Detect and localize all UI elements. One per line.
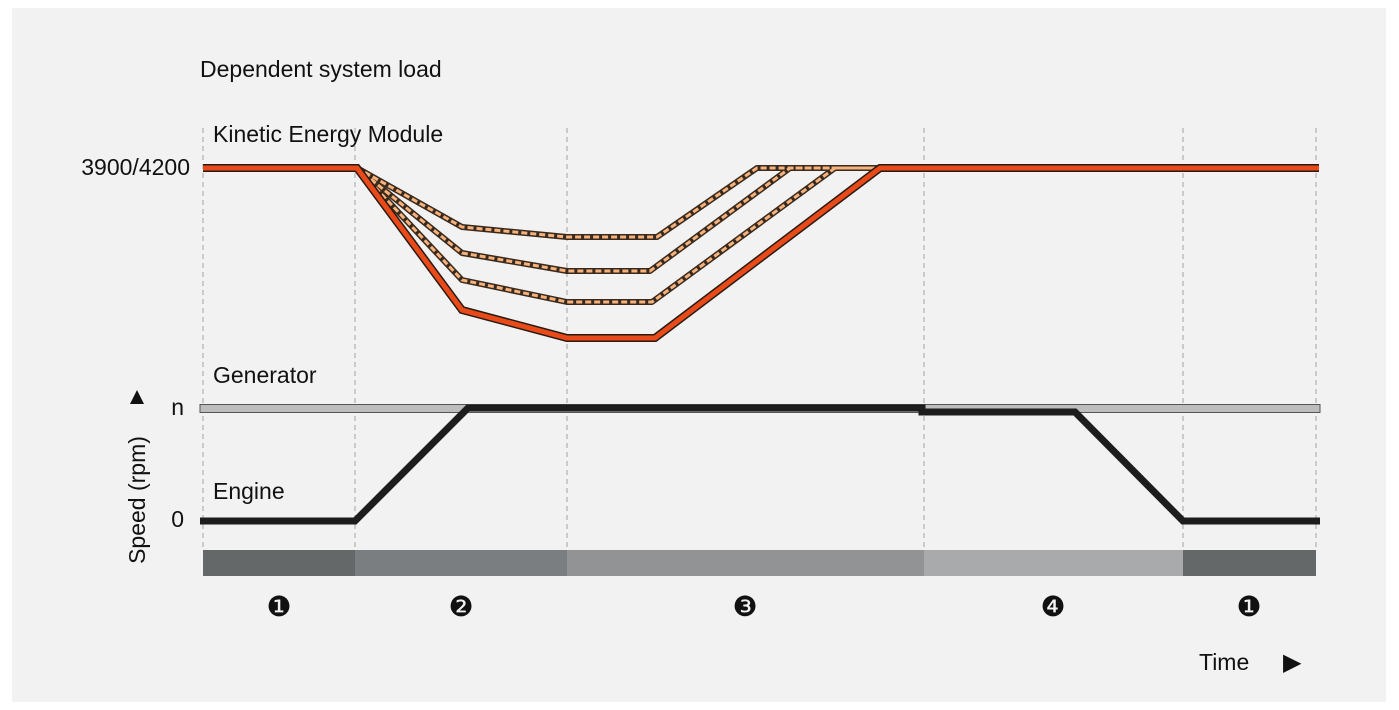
- engine-label: Engine: [213, 478, 285, 504]
- phase-segment: [355, 550, 567, 576]
- kem-main-curve: [203, 164, 1319, 342]
- phase-number-1-repeat: ❶: [1236, 590, 1261, 623]
- phase-numbers: ❶ ❷ ❸ ❹ ❶: [266, 590, 1261, 623]
- diagram-title: Dependent system load: [200, 56, 442, 82]
- phase-segment: [203, 550, 355, 576]
- phase-segment: [924, 550, 1183, 576]
- kinetic-energy-module-label: Kinetic Energy Module: [213, 121, 443, 147]
- phase-number-3: ❸: [732, 590, 757, 623]
- y-axis-label: Speed (rpm): [124, 436, 150, 564]
- generator-label: Generator: [213, 362, 317, 388]
- engine-speed-line: [200, 404, 1320, 525]
- phase-bar: [203, 550, 1316, 576]
- x-axis-label: Time: [1199, 649, 1249, 675]
- y-axis-arrow-icon: ▲: [125, 383, 149, 410]
- phase-number-2: ❷: [448, 590, 473, 623]
- phase-number-4: ❹: [1040, 590, 1065, 623]
- diagram-background: [12, 8, 1386, 702]
- zero-tick-label: 0: [171, 506, 184, 532]
- x-axis-arrow-icon: ▶: [1283, 649, 1302, 676]
- kem-speed-tick-label: 3900/4200: [81, 154, 190, 180]
- kem-dashed-curve: [355, 166, 880, 304]
- kem-dashed-curve: [356, 166, 880, 239]
- n-tick-label: n: [171, 394, 184, 420]
- kem-alternative-curves: [354, 165, 880, 305]
- phase-segment: [567, 550, 924, 576]
- kem-dashed-curve: [356, 166, 880, 273]
- phase-number-1: ❶: [266, 590, 291, 623]
- phase-segment: [1183, 550, 1316, 576]
